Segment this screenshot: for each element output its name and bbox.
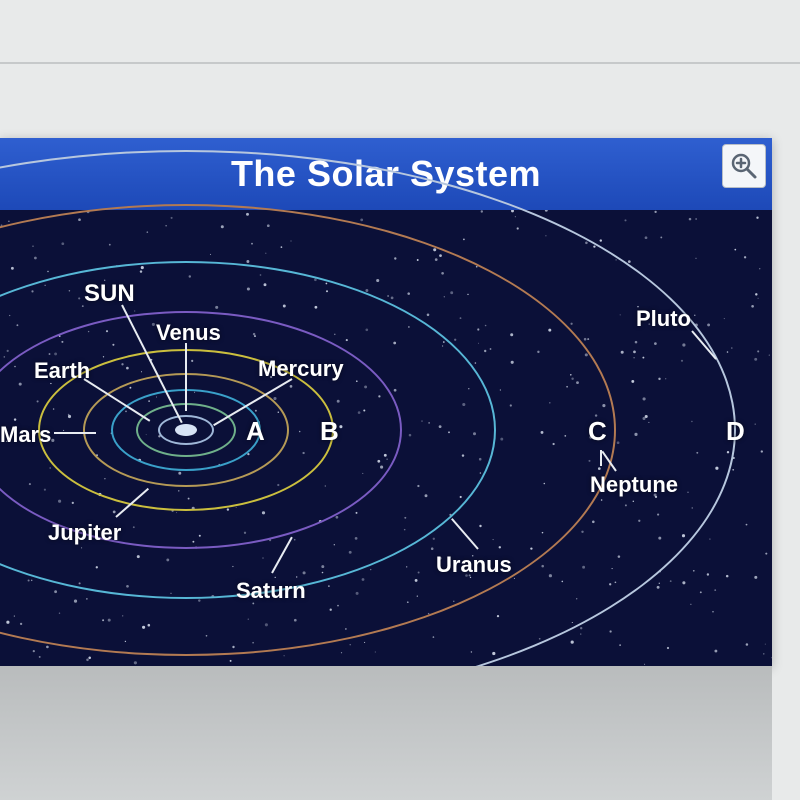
sun-core [175, 424, 197, 436]
neptune-tick [600, 450, 602, 466]
leader-line [54, 432, 96, 434]
label-mercury: Mercury [258, 356, 344, 382]
marker-b: B [320, 416, 339, 447]
label-pluto: Pluto [636, 306, 691, 332]
marker-c: C [588, 416, 607, 447]
solar-system-card: The Solar System SUNVenusEarthMercuryMar… [0, 138, 772, 666]
label-saturn: Saturn [236, 578, 306, 604]
label-mars: Mars [0, 422, 51, 448]
marker-d: D [726, 416, 745, 447]
label-sun: SUN [84, 280, 135, 308]
label-uranus: Uranus [436, 552, 512, 578]
zoom-in-button[interactable] [722, 144, 766, 188]
label-earth: Earth [34, 358, 90, 384]
page-frame: The Solar System SUNVenusEarthMercuryMar… [0, 0, 800, 800]
magnifier-plus-icon [729, 151, 759, 181]
label-venus: Venus [156, 320, 221, 346]
label-neptune: Neptune [590, 472, 678, 498]
marker-a: A [246, 416, 265, 447]
solar-system-diagram: SUN Venus Earth Mercury Mars Jupiter Saturn Ura… [0, 210, 772, 666]
bottom-gradient [0, 666, 772, 800]
divider-top [0, 62, 800, 64]
label-jupiter: Jupiter [48, 520, 121, 546]
leader-line [185, 343, 187, 411]
